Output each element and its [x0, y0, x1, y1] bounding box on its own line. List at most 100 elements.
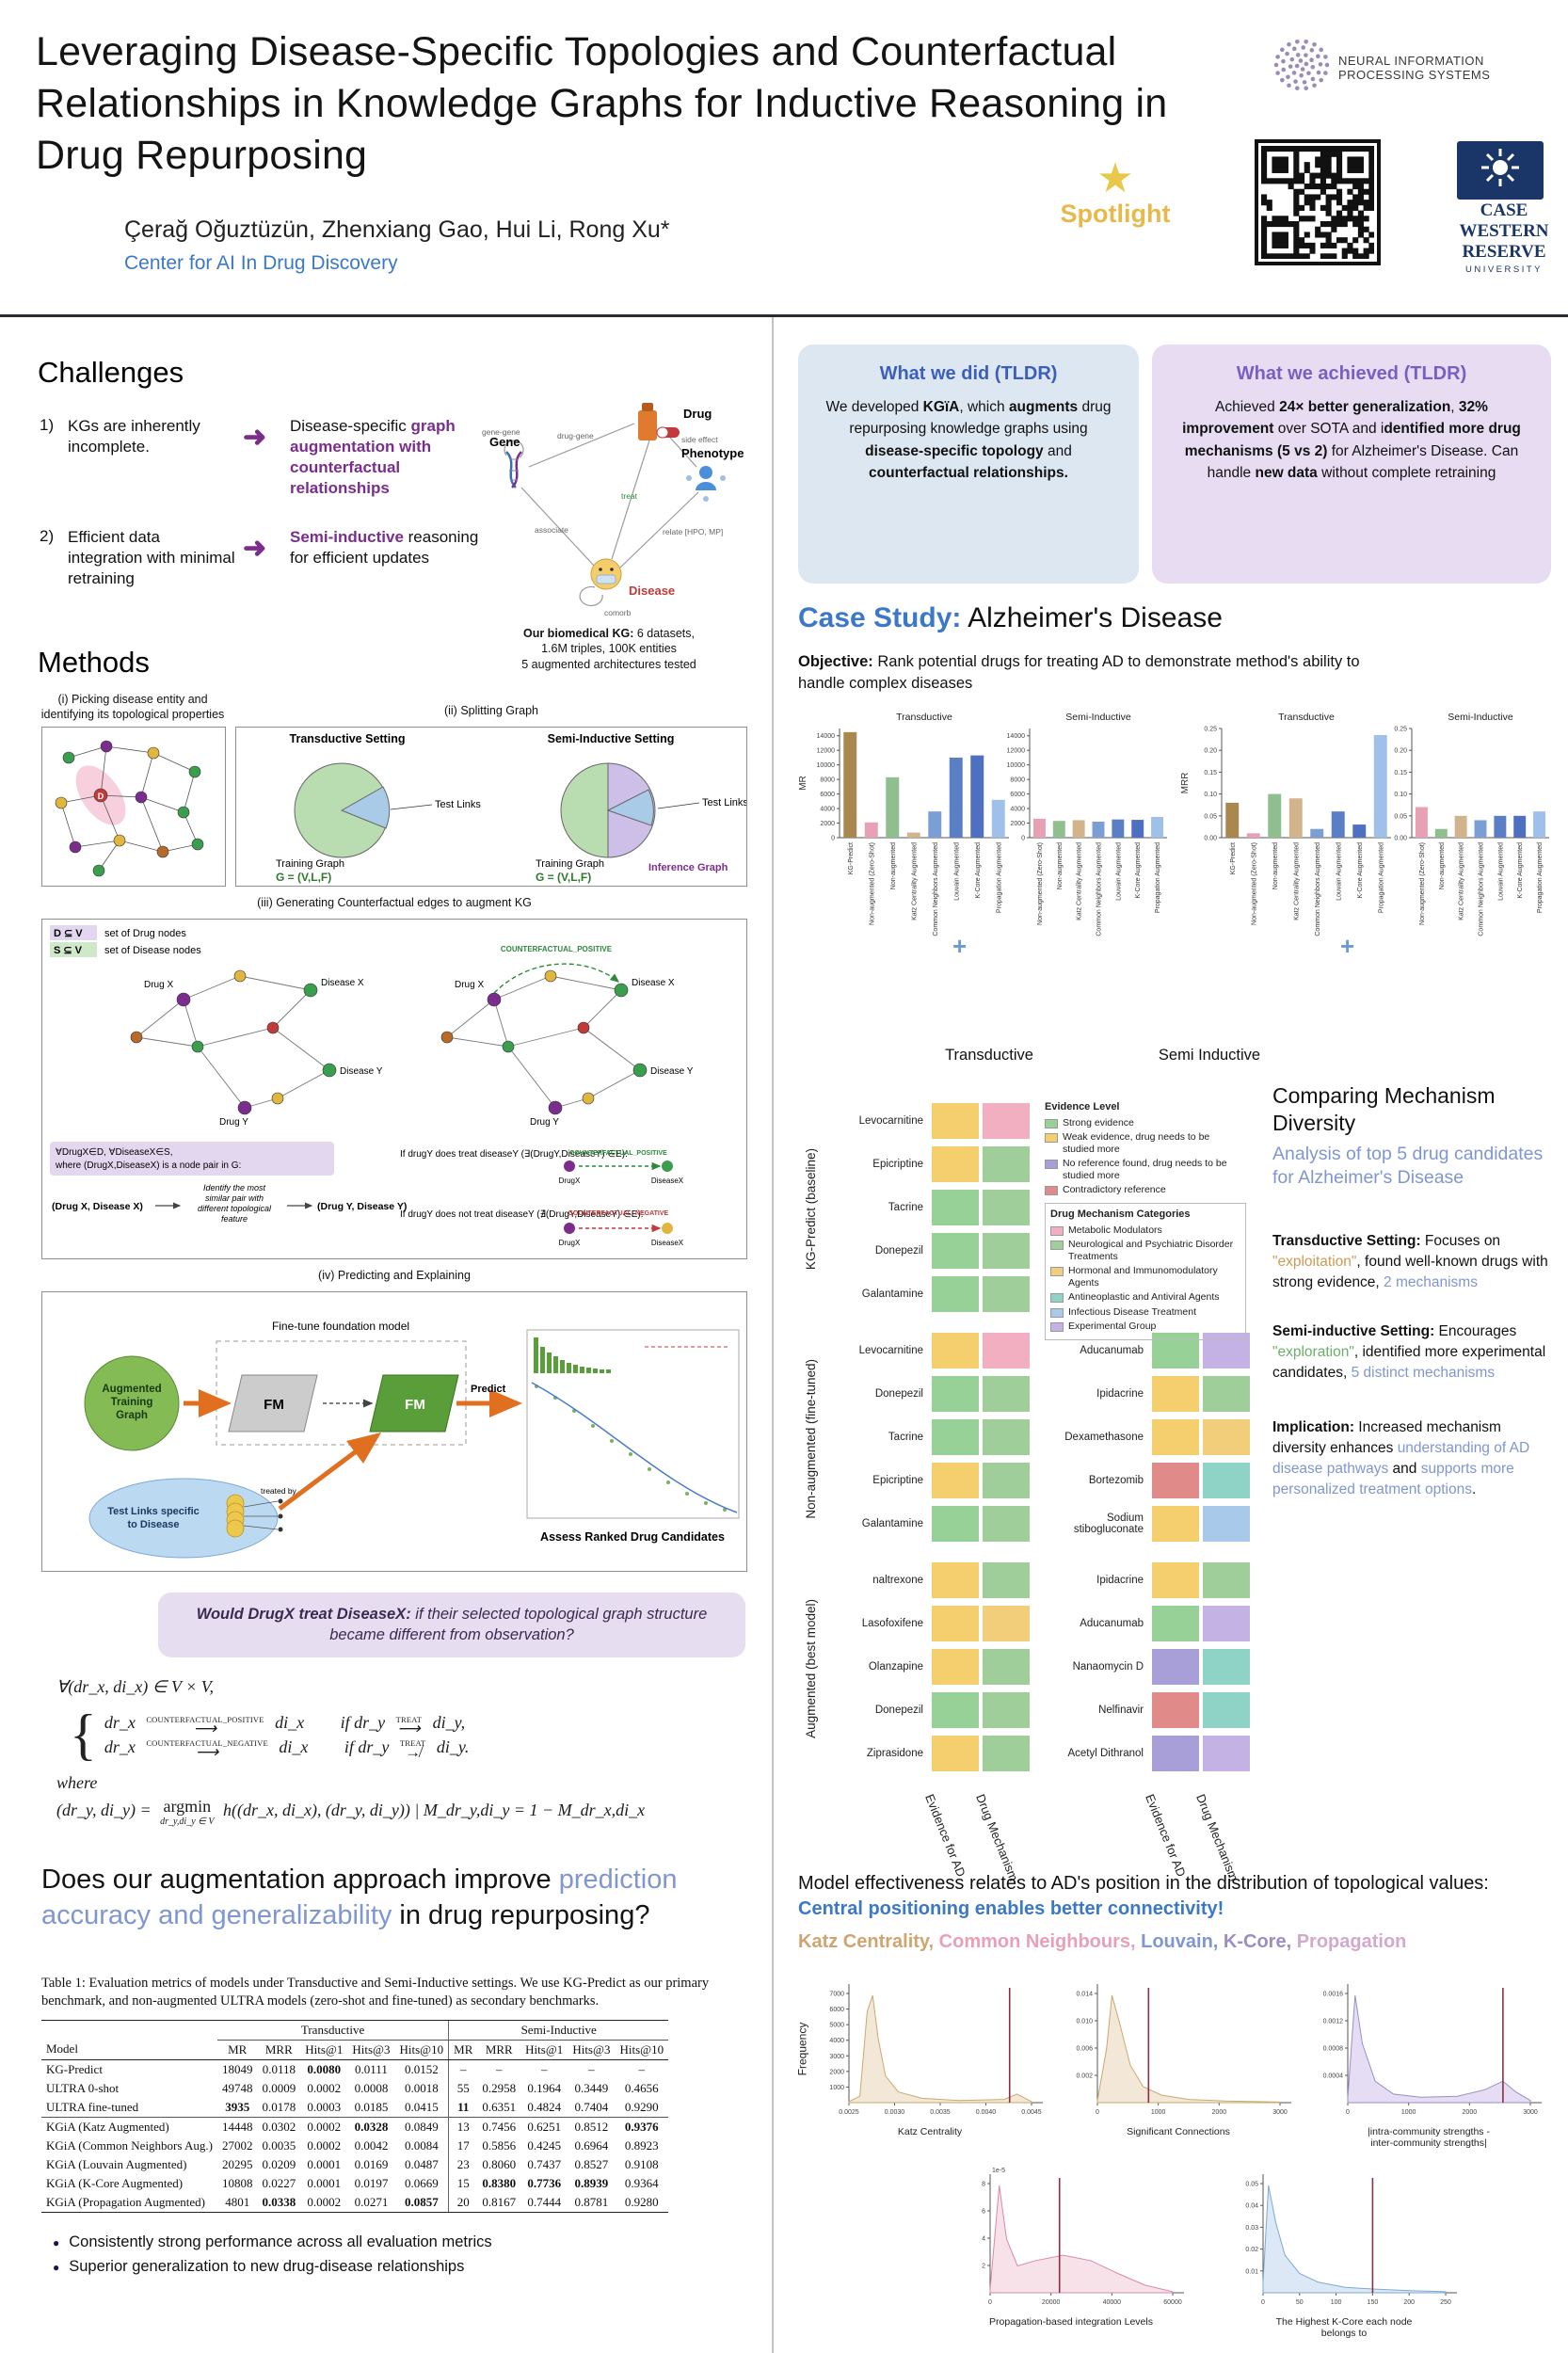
bar [1092, 821, 1105, 838]
bar [1533, 811, 1546, 838]
svg-text:12000: 12000 [817, 748, 836, 755]
svg-text:14000: 14000 [817, 733, 836, 740]
svg-text:0.25: 0.25 [1394, 727, 1407, 733]
drug-name: Sodium stibogluconate [1073, 1512, 1144, 1535]
tldr-achieved-heading: What we achieved (TLDR) [1236, 363, 1467, 384]
svg-text:0.10: 0.10 [1394, 792, 1407, 798]
svg-text:Training: Training [111, 1397, 153, 1408]
heatmap-row: Levocarnitine [823, 1101, 1030, 1141]
svg-text:K-Core Augmented: K-Core Augmented [1357, 842, 1364, 899]
disease-icon [590, 558, 622, 590]
heatmap-row: Nanaomycin D [1043, 1647, 1250, 1687]
neurips-logo: NEURAL INFORMATION PROCESSING SYSTEMS [1272, 36, 1490, 99]
svg-text:Fine-tune foundation model: Fine-tune foundation model [272, 1320, 409, 1333]
spotlight-badge: ★ Spotlight [1035, 158, 1195, 229]
heatmap-row: Sodium stibogluconate [1043, 1504, 1250, 1544]
bar [1131, 820, 1144, 838]
legend-item: Metabolic Modulators [1050, 1225, 1240, 1237]
drug-name: naltrexone [872, 1574, 923, 1586]
legend-item: Neurological and Psychiatric Disorder Tr… [1050, 1239, 1240, 1263]
drug-name: Nelfinavir [1098, 1704, 1144, 1716]
drug-name: Tacrine [888, 1201, 923, 1213]
svg-text:0.014: 0.014 [1076, 1992, 1093, 1998]
heatmap-row: Ipidacrine [1043, 1561, 1250, 1600]
mechanism-cell [983, 1276, 1030, 1312]
distribution-plot-katz: 1000 2000 3000 4000 5000 6000 7000 0.0025 0.0030… [809, 1975, 1050, 2137]
svg-text:COUNTERFACTUAL_POSITIVE: COUNTERFACTUAL_POSITIVE [501, 945, 613, 953]
mechanism-cell [1203, 1333, 1250, 1369]
svg-text:Predict: Predict [471, 1384, 506, 1395]
authors: Çerağ Oğuztüzün, Zhenxiang Gao, Hui Li, … [124, 216, 670, 243]
effectiveness-statement: Model effectiveness relates to AD's posi… [798, 1873, 1489, 1919]
svg-text:treated by: treated by [261, 1486, 297, 1496]
drug-name: Bortezomib [1088, 1474, 1144, 1486]
heatmap-col-header-semi: Semi Inductive [1158, 1047, 1261, 1064]
plus-marker: + [1340, 932, 1355, 960]
svg-text:Common Neighbors Augmented: Common Neighbors Augmented [1479, 842, 1485, 936]
svg-text:Katz Centrality Augmented: Katz Centrality Augmented [1077, 842, 1083, 920]
svg-text:COUNTERFACTUAL_NEGATIVE: COUNTERFACTUAL_NEGATIVE [568, 1210, 669, 1217]
drug-name: Galantamine [861, 1288, 923, 1300]
mechanism-cell [1203, 1736, 1250, 1771]
heatmap-row: Galantamine [823, 1504, 1030, 1544]
legend-item: Antineoplastic and Antiviral Agents [1050, 1291, 1240, 1304]
mechanism-cell [983, 1506, 1030, 1542]
evidence-cell [932, 1233, 979, 1269]
svg-text:relate [HPO, MP]: relate [HPO, MP] [663, 527, 723, 536]
case-study-heading: Case Study: Alzheimer's Disease [798, 602, 1223, 633]
svg-text:drug-gene: drug-gene [557, 431, 594, 440]
drug-name: Ziprasidone [866, 1747, 923, 1759]
mechanism-cell [983, 1606, 1030, 1641]
svg-text:DiseaseX: DiseaseX [651, 1239, 684, 1247]
method-step2-label: (ii) Splitting Graph [443, 704, 539, 717]
evidence-cell [1152, 1376, 1199, 1412]
svg-text:2000: 2000 [1463, 2109, 1478, 2116]
svg-text:5000: 5000 [829, 2023, 844, 2029]
mechanism-transductive-note: Transductive Setting: Focuses on "exploi… [1272, 1233, 1548, 1291]
axis-label-evidence: Evidence for AD [922, 1792, 968, 1880]
svg-text:7000: 7000 [829, 1992, 844, 1998]
method-step1-label: (i) Picking disease entity and identifyi… [40, 693, 225, 721]
bar [1052, 821, 1065, 838]
svg-text:Non-augmented (Zero-Shot): Non-augmented (Zero-Shot) [1037, 842, 1044, 925]
svg-text:Louvain Augmented: Louvain Augmented [1115, 842, 1122, 901]
cwru-wordmark: CASE WESTERN RESERVE [1459, 200, 1549, 262]
bar [1415, 807, 1428, 838]
table-row: KGiA (Propagation Augmented) 4801 0.0338 0.… [41, 2192, 669, 2213]
svg-text:8000: 8000 [820, 777, 835, 784]
svg-text:50: 50 [1296, 2299, 1304, 2306]
svg-text:0.05: 0.05 [1204, 813, 1217, 820]
svg-text:0.20: 0.20 [1394, 748, 1407, 755]
svg-text:Test Links specific: Test Links specific [107, 1506, 200, 1517]
bar [1373, 734, 1387, 838]
svg-text:3000: 3000 [1523, 2109, 1538, 2116]
svg-text:KG-Predict: KG-Predict [1230, 842, 1237, 874]
bar [1494, 815, 1507, 838]
svg-text:K-Core Augmented: K-Core Augmented [975, 842, 982, 899]
svg-text:set of Disease nodes: set of Disease nodes [104, 945, 201, 956]
research-question: Does our augmentation approach improve p… [41, 1865, 678, 1931]
svg-text:Disease: Disease [629, 584, 675, 598]
svg-text:Katz Centrality Augmented: Katz Centrality Augmented [1293, 842, 1300, 920]
arrow-right-icon: ➜ [243, 533, 267, 564]
drug-name: Olanzapine [868, 1660, 923, 1673]
mechanism-cell [983, 1103, 1030, 1139]
svg-text:DrugX: DrugX [559, 1176, 581, 1185]
method-step2-figure: Transductive Setting Test Links Training… [235, 727, 748, 887]
svg-text:Training Graph: Training Graph [536, 858, 604, 870]
topology-methods-list: Katz Centrality, Common Neighbours, Louv… [798, 1931, 1407, 1952]
results-table: Transductive Semi-Inductive Model MR MRR Hits… [41, 2019, 669, 2213]
heatmap-row: Tacrine [823, 1188, 1030, 1227]
svg-text:Disease X: Disease X [632, 978, 675, 988]
bar [1151, 816, 1164, 838]
svg-text:8: 8 [982, 2182, 985, 2188]
kg-caption: Our biomedical KG: 6 datasets, 1.6M trip… [521, 627, 696, 671]
plot-xlabel: Propagation-based integration Levels [989, 2316, 1153, 2328]
plot-xlabel: |intra-community strengths - inter-commun… [1368, 2126, 1490, 2150]
evidence-cell [932, 1276, 979, 1312]
svg-text:treat: treat [621, 491, 638, 501]
bar [886, 776, 900, 838]
svg-text:Louvain Augmented: Louvain Augmented [1336, 842, 1342, 901]
evidence-cell [1152, 1562, 1199, 1598]
svg-text:Training Graph: Training Graph [276, 858, 344, 870]
